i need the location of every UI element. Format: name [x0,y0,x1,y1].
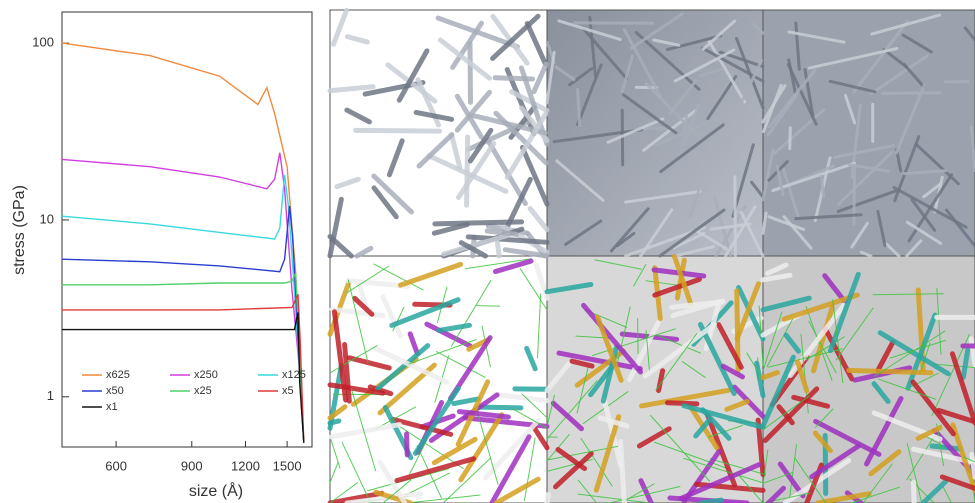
render-stroke [667,403,696,404]
render-stroke [790,128,791,149]
plot-frame [62,12,312,447]
x-tick-label: 1500 [273,458,302,473]
render-stroke [497,243,499,256]
x-tick-label: 600 [105,458,127,473]
render-stroke [487,231,516,234]
render-stroke [547,495,548,503]
render-stroke [435,222,522,224]
render-stroke [407,434,408,455]
series-line [62,43,304,443]
y-axis-label: stress (GPa) [11,185,28,275]
render-stroke [356,130,440,131]
render-stroke [821,176,823,196]
figure: size (Å) stress (GPa) 600 900 1200 1500 1 10 1… [0,0,975,503]
series-line [62,153,304,443]
page: size (Å) stress (GPa) 600 900 1200 1500 1 10 1… [0,0,975,503]
x-tick-label: 900 [181,458,203,473]
render-stroke [913,482,914,503]
y-tick-label: 10 [40,211,54,226]
legend-label: x5 [282,385,294,397]
y-tick-label: 100 [32,35,54,50]
render-stroke [480,407,521,408]
series-line [62,312,304,442]
render-panels [330,10,975,503]
legend-label: x1 [106,401,118,413]
x-axis-label: size (Å) [189,481,243,500]
render-stroke [578,89,580,125]
legend-label: x250 [194,369,218,381]
y-tick-label: 1 [47,388,54,403]
legend-label: x25 [194,385,212,397]
legend-label: x50 [106,385,124,397]
render-stroke [883,93,941,94]
legend-label: x125 [282,369,306,381]
series-line [62,294,304,442]
legend-label: x625 [106,369,130,381]
series-line [62,273,304,443]
x-tick-label: 1200 [231,458,260,473]
render-stroke [849,370,931,372]
render-tile [547,10,763,256]
render-stroke [330,421,339,423]
